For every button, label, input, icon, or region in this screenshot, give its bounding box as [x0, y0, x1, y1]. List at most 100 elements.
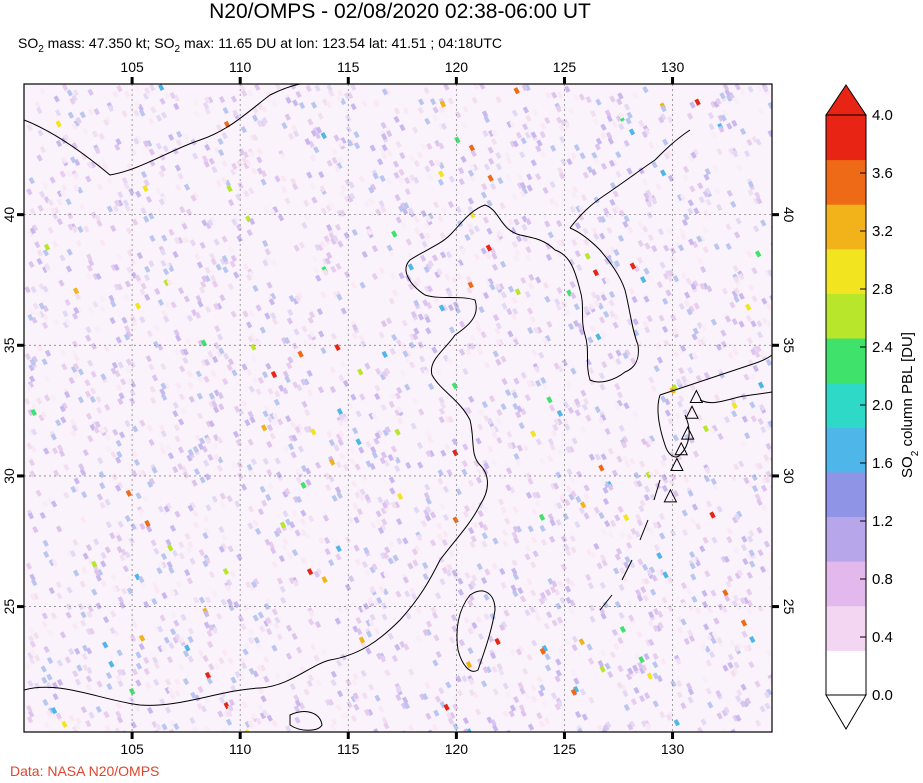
so2-pixel: [224, 584, 232, 592]
so2-pixel: [66, 212, 74, 220]
so2-pixel: [139, 109, 146, 117]
so2-pixel: [379, 174, 386, 183]
so2-pixel: [754, 719, 762, 727]
so2-pixel: [531, 491, 539, 499]
so2-pixel: [586, 548, 593, 556]
so2-pixel: [373, 437, 380, 445]
so2-pixel: [129, 257, 136, 265]
so2-pixel: [255, 304, 262, 312]
so2-pixel: [106, 205, 114, 213]
so2-pixel: [583, 305, 590, 313]
so2-pixel: [49, 712, 57, 720]
so2-pixel: [509, 704, 517, 712]
so2-pixel: [335, 95, 343, 103]
so2-pixel: [373, 99, 380, 107]
so2-pixel: [726, 122, 733, 130]
so2-pixel: [763, 540, 771, 548]
so2-pixel: [466, 342, 473, 350]
so2-pixel: [247, 410, 254, 418]
so2-pixel: [242, 648, 249, 656]
so2-pixel: [65, 198, 72, 206]
so2-pixel: [259, 119, 266, 127]
so2-pixel: [146, 706, 154, 715]
so2-pixel: [448, 636, 456, 644]
so2-pixel: [381, 133, 388, 141]
so2-pixel: [638, 695, 646, 703]
so2-pixel: [559, 362, 566, 370]
so2-pixel: [396, 406, 403, 414]
so2-pixel: [509, 140, 516, 148]
so2-pixel: [56, 678, 64, 687]
so2-pixel: [151, 466, 158, 474]
so2-pixel: [211, 590, 219, 598]
so2-pixel: [583, 512, 590, 520]
so2-pixel: [50, 707, 58, 715]
so2-pixel: [432, 611, 439, 619]
so2-pixel: [569, 579, 576, 587]
so2-pixel: [79, 468, 87, 476]
so2-pixel: [680, 702, 687, 710]
so2-pixel: [521, 223, 528, 231]
so2-pixel: [259, 625, 266, 633]
so2-pixel: [135, 679, 142, 687]
so2-pixel: [376, 429, 383, 437]
so2-pixel: [681, 529, 689, 537]
so2-pixel: [404, 188, 411, 196]
so2-pixel: [765, 319, 772, 327]
so2-pixel: [100, 373, 107, 381]
so2-pixel: [563, 309, 570, 317]
so2-pixel: [565, 549, 572, 557]
so2-pixel: [626, 318, 633, 326]
so2-pixel: [249, 134, 256, 142]
so2-pixel: [609, 182, 617, 190]
so2-pixel: [769, 294, 772, 302]
so2-pixel: [275, 527, 283, 535]
so2-pixel: [507, 330, 514, 338]
so2-pixel: [226, 363, 233, 371]
so2-pixel: [402, 576, 410, 584]
so2-pixel: [154, 625, 161, 633]
so2-pixel: [265, 597, 272, 605]
so2-pixel: [364, 362, 371, 370]
so2-pixel: [270, 546, 277, 555]
so2-pixel: [436, 268, 443, 276]
so2-pixel: [748, 549, 755, 557]
so2-pixel: [432, 114, 439, 122]
so2-pixel: [413, 215, 420, 223]
so2-pixel: [29, 593, 36, 601]
so2-pixel: [769, 249, 772, 257]
volcano-markers: [663, 389, 704, 503]
so2-pixel: [353, 131, 360, 139]
so2-pixel: [599, 581, 606, 589]
so2-pixel: [282, 387, 289, 395]
so2-pixel: [650, 384, 658, 392]
so2-pixel: [282, 538, 289, 546]
so2-pixel: [484, 568, 491, 576]
so2-pixel: [374, 432, 381, 440]
so2-pixel: [570, 490, 577, 498]
so2-pixel: [176, 236, 184, 244]
so2-pixel: [575, 495, 582, 503]
so2-pixel: [67, 647, 75, 656]
so2-pixel: [375, 510, 382, 518]
so2-pixel: [101, 641, 109, 649]
so2-pixel: [262, 410, 269, 418]
so2-pixel: [387, 454, 394, 462]
so2-pixel: [261, 117, 269, 125]
so2-pixel: [60, 184, 68, 192]
so2-pixel: [605, 131, 613, 139]
so2-pixel: [588, 302, 595, 310]
so2-pixel: [458, 348, 466, 356]
so2-pixel: [347, 516, 354, 524]
so2-pixel: [280, 186, 288, 194]
so2-pixel: [26, 442, 33, 450]
so2-pixel: [208, 420, 215, 428]
so2-pixel: [706, 285, 713, 293]
so2-pixel: [585, 573, 592, 581]
so2-pixel: [628, 128, 636, 136]
so2-pixel: [383, 722, 390, 730]
so2-pixel: [739, 700, 747, 708]
so2-pixel: [513, 377, 520, 385]
so2-pixel: [374, 384, 381, 392]
so2-pixel: [424, 165, 431, 173]
